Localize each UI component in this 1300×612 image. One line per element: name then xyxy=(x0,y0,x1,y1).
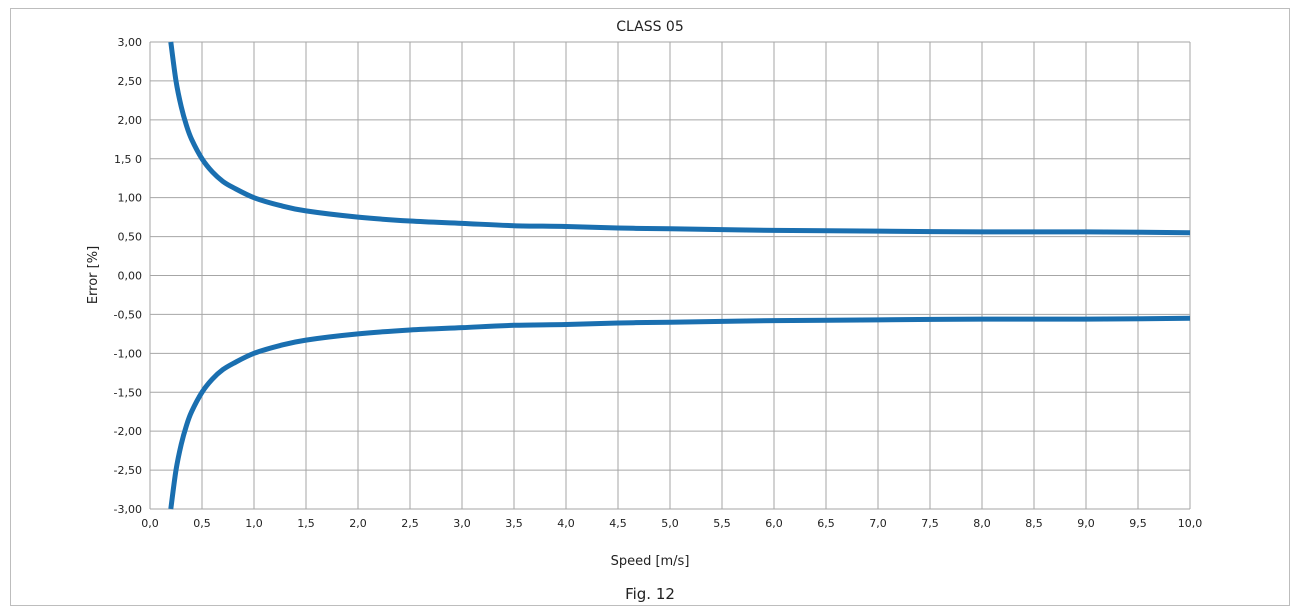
x-tick-label: 8,5 xyxy=(1025,517,1043,530)
x-tick-label: 6,0 xyxy=(765,517,783,530)
y-tick-label: -2,50 xyxy=(114,464,142,477)
x-tick-label: 1,0 xyxy=(245,517,263,530)
x-tick-label: 3,0 xyxy=(453,517,471,530)
y-tick-label: 0,50 xyxy=(118,231,143,244)
y-tick-label: 3,00 xyxy=(118,36,143,49)
chart-frame xyxy=(10,8,1290,606)
series-line-upper xyxy=(168,41,1191,236)
figure-caption: Fig. 12 xyxy=(625,585,675,603)
chart-title: CLASS 05 xyxy=(616,19,684,35)
y-tick-label: -3,00 xyxy=(114,503,142,516)
x-tick-label: 9,0 xyxy=(1077,517,1095,530)
y-axis-label: Error [%] xyxy=(86,246,101,304)
y-tick-label: 1,00 xyxy=(118,192,143,205)
y-tick-label: -2,00 xyxy=(114,425,142,438)
y-tick-label: 2,00 xyxy=(118,114,143,127)
x-tick-label: 9,5 xyxy=(1129,517,1147,530)
y-tick-label: -1,50 xyxy=(114,386,142,399)
x-tick-label: 7,5 xyxy=(921,517,939,530)
x-tick-label: 7,0 xyxy=(869,517,887,530)
x-tick-labels: 0,0 0,5 1,0 1,5 2,0 2,5 3,0 3,5 4,0 4,5 5,0 5,5 6,0 6… xyxy=(141,517,1202,530)
y-tick-labels: 3,00 2,50 2,00 1,5 0 1,00 0,50 0,00 -0,50 -1,00 -… xyxy=(114,36,142,516)
y-tick-label: -1,00 xyxy=(114,347,142,360)
x-tick-label: 3,5 xyxy=(505,517,523,530)
x-tick-label: 1,5 xyxy=(297,517,315,530)
x-tick-label: 6,5 xyxy=(817,517,835,530)
x-tick-label: 5,0 xyxy=(661,517,679,530)
y-tick-label: -0,50 xyxy=(114,308,142,321)
y-tick-label: 0,00 xyxy=(118,270,143,283)
series-line-lower xyxy=(168,315,1191,510)
x-tick-label: 2,0 xyxy=(349,517,367,530)
series-layer xyxy=(168,41,1191,510)
y-tick-label: 1,5 0 xyxy=(114,153,142,166)
x-axis-label: Speed [m/s] xyxy=(611,554,690,569)
x-tick-label: 10,0 xyxy=(1178,517,1203,530)
grid-layer xyxy=(149,41,1191,510)
x-tick-label: 4,0 xyxy=(557,517,575,530)
x-tick-label: 2,5 xyxy=(401,517,419,530)
x-tick-label: 0,5 xyxy=(193,517,211,530)
x-tick-label: 5,5 xyxy=(713,517,731,530)
x-tick-label: 0,0 xyxy=(141,517,159,530)
x-tick-label: 8,0 xyxy=(973,517,991,530)
y-tick-label: 2,50 xyxy=(118,75,143,88)
x-tick-label: 4,5 xyxy=(609,517,627,530)
